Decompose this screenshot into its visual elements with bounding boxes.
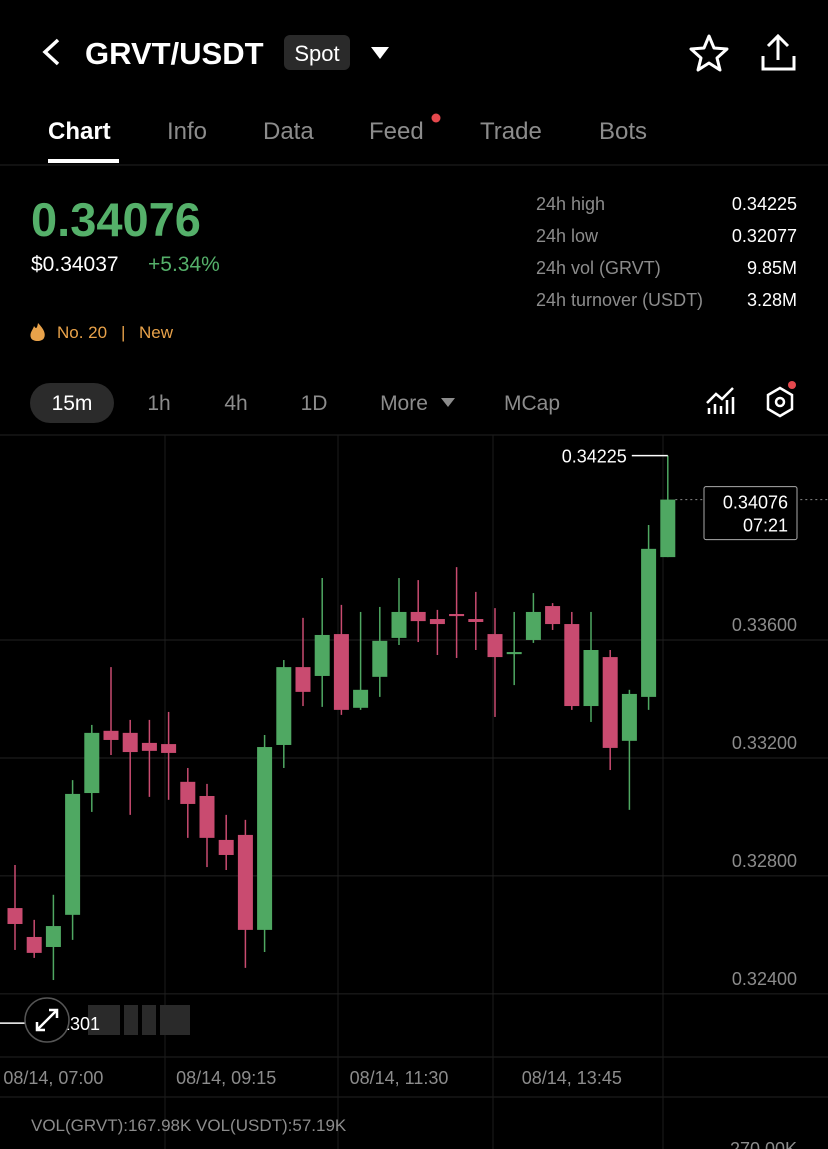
active-timeframe-bg	[30, 383, 114, 423]
candlestick-chart: 0.33600 0.33200 0.32800 0.32400 08/14, 07:00…	[0, 447, 828, 1088]
y-tick-label: 0.32800	[732, 851, 797, 871]
spot-badge: Spot	[294, 41, 339, 66]
timeframe-button[interactable]: 1h	[147, 392, 170, 415]
last-price: 0.34076	[31, 193, 201, 246]
timeframe-bar: 15m 1h 4h 1D More MCap	[52, 392, 560, 415]
countdown-label: 07:21	[743, 516, 788, 536]
tag-separator: |	[121, 323, 125, 342]
candle-body	[333, 634, 349, 710]
x-tick-label: 08/14, 07:00	[3, 1068, 103, 1088]
candle-body	[276, 667, 292, 745]
fullscreen-icon	[35, 1008, 59, 1032]
x-tick-label: 08/14, 09:15	[176, 1068, 276, 1088]
candle-body	[122, 732, 138, 753]
notification-dot	[788, 381, 796, 389]
stat-value: 9.85M	[747, 258, 797, 278]
candle-body	[180, 781, 196, 804]
stat-value: 0.34225	[732, 194, 797, 214]
tab[interactable]: Data	[263, 118, 314, 145]
candle-body	[199, 795, 215, 838]
candle-body	[218, 839, 234, 855]
candle-body	[506, 652, 522, 655]
x-tick-label: 08/14, 13:45	[522, 1068, 622, 1088]
timeframe-button[interactable]: 1D	[301, 392, 328, 415]
usd-price: $0.34037	[31, 253, 119, 276]
timeframe-button[interactable]: 4h	[224, 392, 247, 415]
stats: 24h high 0.34225 24h low 0.32077 24h vol (GR…	[536, 194, 797, 310]
candle-body	[7, 908, 23, 924]
candle-body	[525, 611, 541, 640]
stat-label: 24h turnover (USDT)	[536, 290, 703, 310]
y-tick-label: 0.33600	[732, 615, 797, 635]
candle-body	[257, 747, 273, 930]
stat-label: 24h vol (GRVT)	[536, 258, 661, 278]
price-change: +5.34%	[148, 253, 220, 276]
candle-body	[45, 926, 61, 947]
back-button[interactable]	[42, 38, 60, 66]
pair-dropdown[interactable]	[371, 47, 389, 59]
tab[interactable]: Feed	[369, 118, 424, 145]
candle-body	[564, 624, 580, 707]
pair-title: GRVT/USDT	[85, 36, 264, 71]
tab[interactable]: Bots	[599, 118, 647, 145]
stat-label: 24h high	[536, 194, 605, 214]
volume-axis-label: 270.00K	[730, 1139, 797, 1149]
candle-body	[372, 640, 388, 677]
more-dropdown[interactable]	[441, 398, 455, 407]
x-tick-label: 08/14, 11:30	[350, 1068, 449, 1088]
indicator-button[interactable]	[706, 387, 735, 414]
stat-value: 0.32077	[732, 226, 797, 246]
candle-body	[103, 730, 119, 740]
candle-body	[602, 657, 618, 748]
candle-body	[545, 606, 561, 625]
timeframe-button[interactable]: MCap	[504, 392, 560, 415]
candle-body	[314, 634, 330, 676]
candle-body	[161, 744, 177, 753]
last-price-box	[703, 486, 798, 541]
candle-body	[84, 732, 100, 794]
candle-body	[295, 667, 311, 692]
candle-body	[410, 611, 426, 622]
watermark	[88, 1005, 190, 1035]
candle-body	[429, 619, 445, 625]
candle-body	[65, 793, 81, 915]
candle-body	[468, 619, 484, 622]
notification-dot	[431, 113, 441, 123]
candle-body	[26, 936, 42, 953]
settings-icon-core	[774, 396, 786, 408]
new-tag: New	[139, 323, 174, 342]
stat-label: 24h low	[536, 226, 599, 246]
share-button[interactable]	[761, 33, 796, 71]
stat-value: 3.28M	[747, 290, 797, 310]
max-label: 0.34225	[562, 447, 627, 467]
tab[interactable]: Info	[167, 118, 207, 145]
candle-body	[353, 689, 369, 708]
flame-icon	[30, 323, 45, 341]
rank-tag: No. 20	[57, 323, 107, 342]
y-tick-label: 0.33200	[732, 733, 797, 753]
favorite-button[interactable]	[689, 34, 729, 72]
candle-body	[391, 611, 407, 638]
candle-body	[487, 634, 503, 658]
candle-body	[583, 650, 599, 707]
last-price-label: 0.34076	[723, 493, 788, 513]
candle-body	[641, 548, 657, 697]
tab[interactable]: Trade	[480, 118, 542, 145]
settings-button[interactable]	[766, 386, 794, 418]
y-tick-label: 0.32400	[732, 969, 797, 989]
volume-summary: VOL(GRVT):167.98K VOL(USDT):57.19K	[31, 1116, 347, 1135]
candle-body	[449, 614, 465, 617]
tab-bar: Chart Info Data Feed Trade Bots	[48, 118, 647, 145]
tab[interactable]: Chart	[48, 118, 111, 145]
timeframe-button[interactable]: 15m	[52, 392, 93, 415]
timeframe-button[interactable]: More	[380, 392, 428, 415]
candle-body	[141, 742, 157, 751]
badge-bg	[284, 35, 350, 70]
candle-body	[621, 693, 637, 741]
candle-body	[660, 499, 676, 558]
tab-underline	[48, 159, 119, 163]
candle-body	[237, 834, 253, 930]
